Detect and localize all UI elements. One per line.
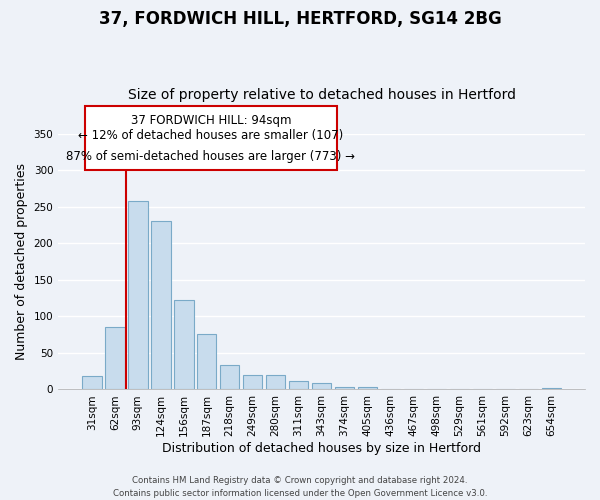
Bar [427, 388, 446, 390]
Y-axis label: Number of detached properties: Number of detached properties [15, 163, 28, 360]
Bar [197, 334, 217, 390]
Bar [358, 386, 377, 390]
Bar [151, 222, 170, 390]
Bar [312, 383, 331, 390]
X-axis label: Distribution of detached houses by size in Hertford: Distribution of detached houses by size … [162, 442, 481, 455]
Text: ← 12% of detached houses are smaller (107): ← 12% of detached houses are smaller (10… [79, 129, 344, 142]
Bar [220, 366, 239, 390]
Text: 37 FORDWICH HILL: 94sqm: 37 FORDWICH HILL: 94sqm [131, 114, 291, 127]
Bar [335, 386, 355, 390]
Title: Size of property relative to detached houses in Hertford: Size of property relative to detached ho… [128, 88, 515, 102]
Bar [105, 326, 125, 390]
Bar [174, 300, 194, 390]
FancyBboxPatch shape [85, 106, 337, 170]
Bar [542, 388, 561, 390]
Bar [404, 388, 423, 390]
Bar [82, 376, 101, 390]
Text: Contains HM Land Registry data © Crown copyright and database right 2024.
Contai: Contains HM Land Registry data © Crown c… [113, 476, 487, 498]
Text: 87% of semi-detached houses are larger (773) →: 87% of semi-detached houses are larger (… [67, 150, 355, 162]
Bar [243, 375, 262, 390]
Text: 37, FORDWICH HILL, HERTFORD, SG14 2BG: 37, FORDWICH HILL, HERTFORD, SG14 2BG [98, 10, 502, 28]
Bar [266, 375, 286, 390]
Bar [289, 382, 308, 390]
Bar [381, 388, 400, 390]
Bar [128, 201, 148, 390]
